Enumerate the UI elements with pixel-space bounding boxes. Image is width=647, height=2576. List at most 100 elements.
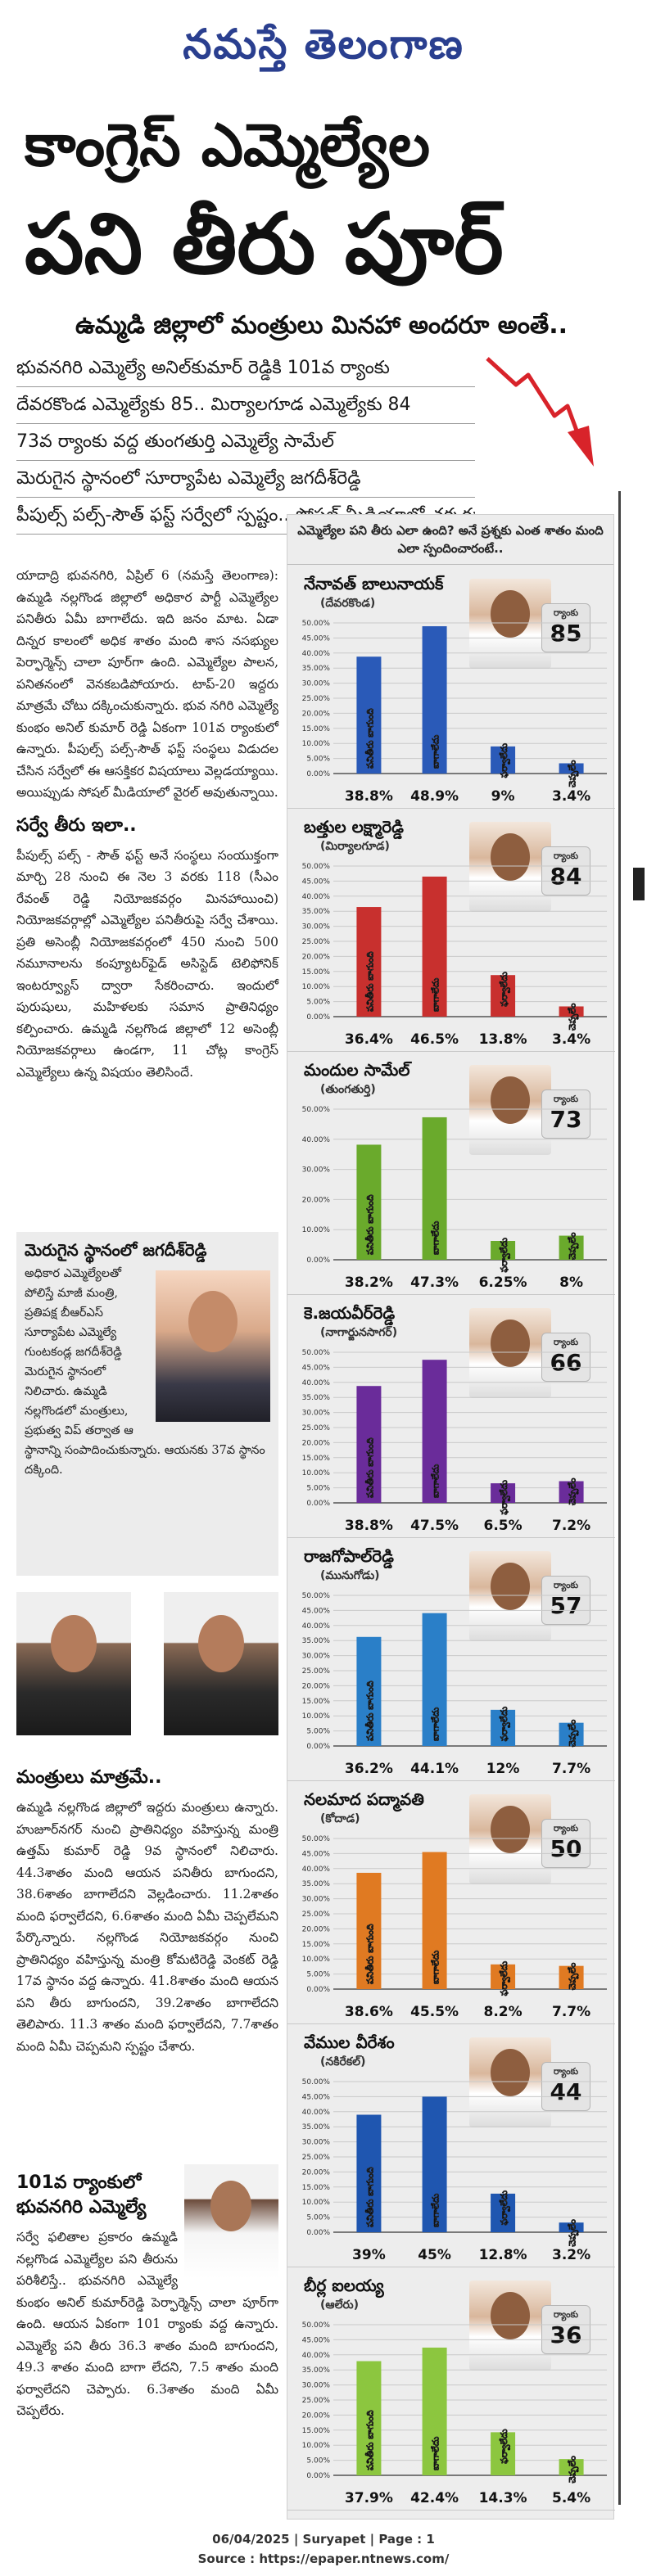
chart-bar [356, 1872, 382, 1989]
y-tick-label: 50.00% [302, 1349, 331, 1357]
headline-line-2: పని తీరు పూర్ [25, 196, 504, 293]
rank-badge: ర్యాంకు 36 [541, 2305, 590, 2354]
rank-number: 73 [550, 1106, 582, 1133]
chart-bar [559, 1481, 584, 1503]
y-tick-label: 5.00% [306, 2214, 330, 2222]
y-tick-label: 45.00% [302, 2336, 331, 2344]
mla-constituency: (దేవరకొండ) [320, 597, 376, 610]
value-labels: 38.8% 47.5% 6.5% 7.2% [287, 1518, 615, 1536]
deck-line: 73వ ర్యాంకు వద్ద తుంగతుర్తి ఎమ్మెల్యే సా… [16, 424, 475, 461]
chart-bar [491, 975, 516, 1017]
mla-constituency: (తుంగతుర్తి) [320, 1083, 376, 1096]
mla-chart: వేముల వీరేశం (నకిరేకల్) ర్యాంకు 44 0.00% 5.00… [287, 2028, 615, 2267]
category-label: పనితీరు బాగుంది [364, 1437, 375, 1498]
value-label: 38.8% [344, 1518, 393, 1534]
survey-text: పీపుల్స్ పల్స్ - సౌత్ ఫస్ట్ అనే సంస్థలు … [16, 847, 278, 1080]
mla-photo [469, 822, 551, 912]
y-tick-label: 25.00% [302, 2154, 331, 2162]
bar-chart: 0.00% 5.00% 10.00% 15.00% 20.00% 25.00% 30.00%… [302, 1592, 607, 1751]
y-tick-label: 30.00% [302, 1653, 331, 1661]
chart-bar [356, 1144, 382, 1260]
category-label: పనితీరు బాగుంది [364, 2167, 375, 2227]
mla-constituency: (ఆలేరు) [320, 2299, 360, 2312]
rank-label: ర్యాంకు [553, 2309, 579, 2320]
y-tick-label: 10.00% [302, 740, 331, 748]
value-label: 44.1% [410, 1761, 459, 1777]
y-tick-label: 35.00% [302, 2366, 331, 2375]
y-tick-label: 50.00% [302, 863, 331, 871]
chart-bar [356, 1386, 382, 1503]
chart-bar [422, 876, 447, 1017]
deck-line: భువనగిరి ఎమ్మెల్యే అనిల్‌కుమార్ రెడ్డికి… [16, 350, 475, 387]
y-tick-label: 50.00% [302, 1106, 331, 1114]
value-label: 6.5% [483, 1518, 523, 1534]
y-tick-label: 30.00% [302, 1896, 331, 1904]
category-label: ఫర్వాలేదు [499, 1238, 510, 1273]
rank-label: ర్యాంకు [553, 1580, 579, 1590]
y-tick-label: 0.00% [306, 2229, 330, 2237]
value-label: 45.5% [410, 2004, 459, 2020]
mla-constituency: (మునుగోడు) [320, 1569, 380, 1582]
rank-label: ర్యాంకు [553, 1823, 579, 1834]
rank-badge: ర్యాంకు 44 [541, 2062, 590, 2111]
mla-photo [469, 1065, 551, 1155]
y-tick-label: 40.00% [302, 650, 331, 658]
category-label: పనితీరు బాగుంది [364, 1194, 375, 1255]
y-tick-label: 5.00% [306, 756, 330, 764]
ministers-text: ఉమ్మడి నల్లగొండ జిల్లాలో ఇద్దరు మంత్రులు… [16, 1800, 278, 2054]
footer-date-line: 06/04/2025 | Suryapet | Page : 1 [212, 2532, 435, 2547]
y-tick-label: 0.00% [306, 1743, 330, 1751]
value-label: 6.25% [478, 1274, 527, 1291]
footer-source-line: Source : https://epaper.ntnews.com/ [197, 2551, 450, 2566]
category-label: పనితీరు బాగుంది [364, 1680, 375, 1741]
mla-name: వేముల వీరేశం [304, 2032, 395, 2052]
mla-photo [469, 1551, 551, 1641]
value-label: 36.2% [344, 1761, 393, 1777]
y-tick-label: 40.00% [302, 2352, 331, 2360]
chart-bar [491, 1709, 516, 1746]
category-label: చెప్పలేం [568, 1232, 579, 1260]
chart-bar [422, 2096, 447, 2232]
value-label: 39% [352, 2247, 386, 2263]
category-label: బాగాలేదు [431, 1221, 441, 1255]
rank-number: 85 [550, 620, 582, 647]
rank-label: ర్యాంకు [553, 607, 579, 618]
y-tick-label: 15.00% [302, 1941, 331, 1949]
chart-bar [491, 1241, 516, 1260]
jagadish-box: మెరుగైన స్థానంలో జగదీశ్‌రెడ్డి అధికార ఎమ… [16, 1232, 278, 1576]
bar-chart: 0.00% 5.00% 10.00% 15.00% 20.00% 25.00% 30.00%… [302, 1349, 607, 1515]
y-tick-label: 10.00% [302, 1469, 331, 1477]
y-tick-label: 35.00% [302, 665, 331, 673]
ministers-section: మంత్రులు మాత్రమే.. ఉమ్మడి నల్లగొండ జిల్ల… [16, 1756, 278, 2057]
y-tick-label: 15.00% [302, 2427, 331, 2435]
chart-panel-intro: ఎమ్మెల్యేల పని తీరు ఎలా ఉంది? అనే ప్రశ్న… [287, 515, 613, 565]
jagadish-portrait [156, 1270, 270, 1422]
chart-bar [559, 1965, 584, 1989]
y-tick-label: 10.00% [302, 2199, 331, 2207]
y-tick-label: 30.00% [302, 2382, 331, 2390]
y-tick-label: 0.00% [306, 2472, 330, 2480]
category-label: పనితీరు బాగుంది [364, 2410, 375, 2470]
chart-bar [559, 2459, 584, 2475]
chart-bar [356, 656, 382, 774]
category-label: చెప్పలేం [568, 1719, 579, 1747]
chart-bar [356, 1636, 382, 1746]
value-label: 9% [491, 788, 515, 805]
y-tick-label: 35.00% [302, 908, 331, 916]
deck: భువనగిరి ఎమ్మెల్యే అనిల్‌కుమార్ రెడ్డికి… [16, 350, 475, 535]
rank-number: 44 [550, 2078, 582, 2105]
mla-photo [469, 2281, 551, 2371]
category-label: ఫర్వాలేదు [499, 1961, 510, 1996]
jagadish-heading: మెరుగైన స్థానంలో జగదీశ్‌రెడ్డి [25, 1240, 207, 1260]
value-label: 7.7% [552, 2004, 591, 2020]
mla-name: బీర్ల ఐలయ్య [304, 2276, 384, 2295]
rank-badge: ర్యాంకు 66 [541, 1333, 590, 1382]
article-column: యాదాద్రి భువనగిరి, ఏప్రిల్ 6 (నమస్తే తెల… [16, 565, 278, 1083]
y-tick-label: 15.00% [302, 968, 331, 977]
value-label: 38.2% [344, 1274, 393, 1291]
category-label: చెప్పలేం [568, 1962, 579, 1990]
category-label: చెప్పలేం [568, 1477, 579, 1505]
y-tick-label: 45.00% [302, 634, 331, 643]
value-label: 46.5% [410, 1031, 459, 1048]
y-tick-label: 35.00% [302, 1637, 331, 1645]
